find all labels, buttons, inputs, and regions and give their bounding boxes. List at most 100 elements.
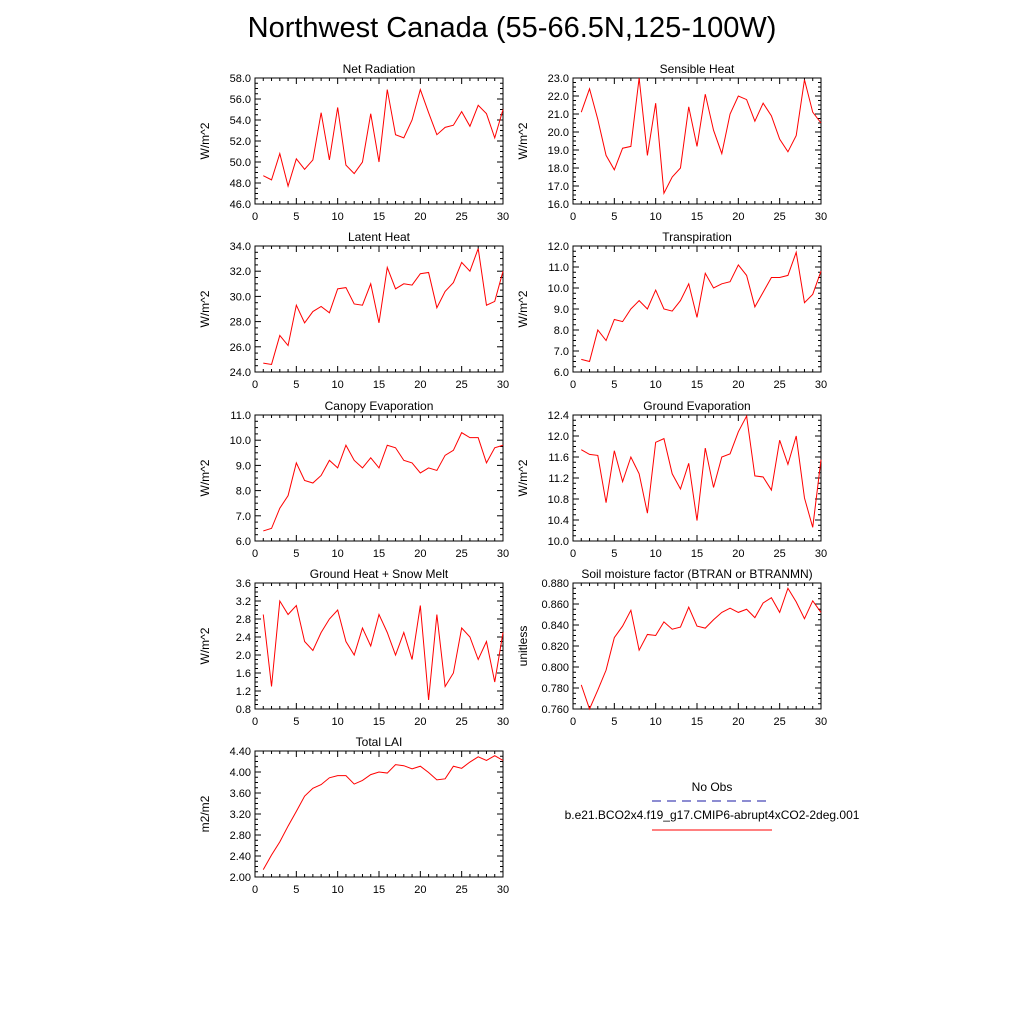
y-tick-label: 9.0 xyxy=(554,304,569,316)
y-axis-label: m2/m2 xyxy=(198,795,212,832)
x-tick-label: 0 xyxy=(252,548,258,560)
x-tick-label: 10 xyxy=(332,379,344,391)
y-tick-label: 2.40 xyxy=(230,851,251,863)
x-tick-label: 30 xyxy=(815,211,827,223)
y-tick-label: 0.880 xyxy=(541,578,569,590)
x-tick-label: 30 xyxy=(497,716,509,728)
x-tick-label: 5 xyxy=(293,211,299,223)
x-tick-label: 25 xyxy=(774,716,786,728)
y-axis-label: unitless xyxy=(516,626,530,667)
y-tick-label: 2.8 xyxy=(236,614,251,626)
x-tick-label: 0 xyxy=(570,716,576,728)
y-tick-label: 11.2 xyxy=(548,473,569,485)
y-tick-label: 2.00 xyxy=(230,872,251,884)
y-tick-label: 26.0 xyxy=(230,342,251,354)
y-tick-label: 0.860 xyxy=(541,599,569,611)
x-tick-label: 20 xyxy=(732,211,744,223)
y-tick-label: 1.6 xyxy=(236,668,251,680)
x-tick-label: 30 xyxy=(497,211,509,223)
y-tick-label: 6.0 xyxy=(236,536,251,548)
y-tick-label: 3.60 xyxy=(230,788,251,800)
y-tick-label: 8.0 xyxy=(236,486,251,498)
y-tick-label: 10.0 xyxy=(548,283,569,295)
x-tick-label: 5 xyxy=(293,884,299,896)
x-tick-label: 10 xyxy=(332,548,344,560)
series-line-model xyxy=(262,599,504,701)
x-tick-label: 25 xyxy=(456,548,468,560)
y-tick-label: 10.0 xyxy=(548,536,569,548)
panel-title: Canopy Evaporation xyxy=(325,399,434,413)
y-tick-label: 2.0 xyxy=(236,650,251,662)
y-tick-label: 12.4 xyxy=(548,410,569,422)
y-tick-label: 0.800 xyxy=(541,662,569,674)
y-tick-label: 21.0 xyxy=(548,109,569,121)
y-tick-label: 16.0 xyxy=(548,199,569,211)
plot-frame xyxy=(572,245,822,373)
x-tick-label: 30 xyxy=(497,379,509,391)
series-line-model xyxy=(263,87,504,189)
y-tick-label: 24.0 xyxy=(230,367,251,379)
y-tick-label: 18.0 xyxy=(548,163,569,175)
x-tick-label: 10 xyxy=(650,716,662,728)
y-tick-label: 17.0 xyxy=(548,181,569,193)
y-tick-label: 11.0 xyxy=(548,262,569,274)
y-tick-label: 6.0 xyxy=(554,367,569,379)
panel-6: Ground Evaporation 10.0 10.4 10.8 11.2 11.6 12… xyxy=(516,399,827,560)
x-tick-label: 0 xyxy=(570,548,576,560)
y-tick-label: 20.0 xyxy=(548,127,569,139)
y-tick-label: 28.0 xyxy=(230,317,251,329)
x-tick-label: 10 xyxy=(650,548,662,560)
y-axis-label: W/m^2 xyxy=(516,459,530,496)
x-tick-label: 10 xyxy=(332,211,344,223)
plot-frame xyxy=(254,582,504,710)
panel-8: Soil moisture factor (BTRAN or BTRANMN) 0… xyxy=(516,567,827,728)
y-tick-label: 2.4 xyxy=(236,632,251,644)
x-tick-label: 30 xyxy=(815,716,827,728)
y-tick-label: 0.820 xyxy=(541,641,569,653)
x-tick-label: 30 xyxy=(497,884,509,896)
x-tick-label: 15 xyxy=(691,379,703,391)
x-tick-label: 15 xyxy=(373,379,385,391)
x-tick-label: 15 xyxy=(373,211,385,223)
plot-frame xyxy=(572,582,822,710)
x-tick-label: 5 xyxy=(611,548,617,560)
panels: Net Radiation46.048.050.052.054.056.058.… xyxy=(198,62,827,896)
x-tick-label: 5 xyxy=(293,716,299,728)
series-line-model xyxy=(263,248,504,366)
x-tick-label: 0 xyxy=(252,379,258,391)
x-tick-label: 25 xyxy=(456,211,468,223)
x-tick-label: 30 xyxy=(497,548,509,560)
x-tick-label: 15 xyxy=(691,716,703,728)
plot-frame xyxy=(254,750,504,878)
y-tick-label: 3.6 xyxy=(236,578,251,590)
x-tick-label: 15 xyxy=(373,884,385,896)
x-tick-label: 5 xyxy=(611,211,617,223)
x-tick-label: 0 xyxy=(252,884,258,896)
y-tick-label: 50.0 xyxy=(230,157,251,169)
x-tick-label: 5 xyxy=(293,548,299,560)
plot-frame xyxy=(254,245,504,373)
series-line-model xyxy=(263,431,504,532)
y-tick-label: 4.40 xyxy=(230,746,251,758)
panel-title: Ground Evaporation xyxy=(643,399,750,413)
x-tick-label: 5 xyxy=(293,379,299,391)
y-tick-label: 11.6 xyxy=(548,452,569,464)
panel-5: Canopy Evaporation 6.0 7.0 8.0 9.0 10.0 11.0 0 5… xyxy=(198,399,509,560)
series-line-model xyxy=(581,414,822,528)
x-tick-label: 20 xyxy=(414,211,426,223)
y-tick-label: 46.0 xyxy=(230,199,251,211)
y-tick-label: 10.4 xyxy=(548,515,569,527)
x-tick-label: 20 xyxy=(414,884,426,896)
y-tick-label: 4.00 xyxy=(230,767,251,779)
y-tick-label: 52.0 xyxy=(230,136,251,148)
x-tick-label: 25 xyxy=(456,379,468,391)
x-tick-label: 15 xyxy=(373,716,385,728)
y-axis-label: W/m^2 xyxy=(198,290,212,327)
x-tick-label: 20 xyxy=(414,716,426,728)
x-tick-label: 0 xyxy=(570,211,576,223)
x-tick-label: 10 xyxy=(332,884,344,896)
y-tick-label: 0.760 xyxy=(541,704,569,716)
x-tick-label: 10 xyxy=(650,379,662,391)
panel-title: Net Radiation xyxy=(343,62,416,76)
